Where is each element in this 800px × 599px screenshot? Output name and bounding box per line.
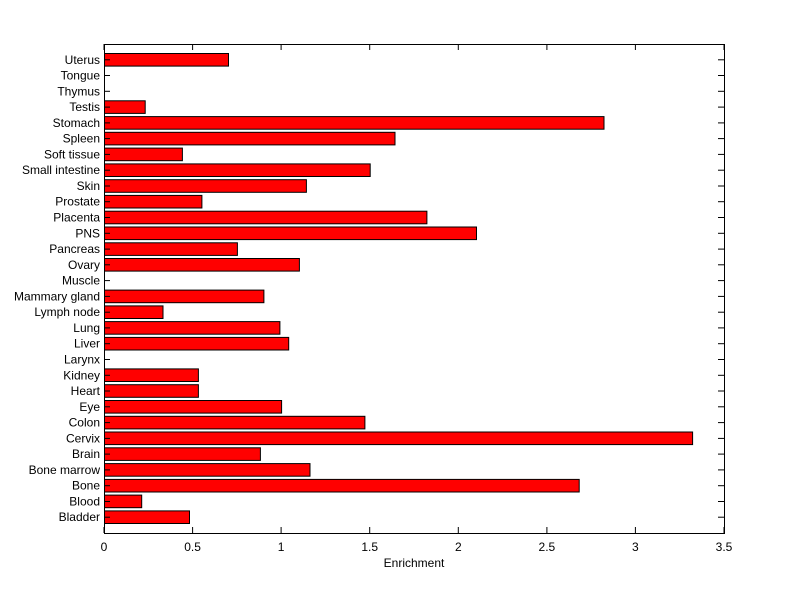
bar-uterus [104,53,229,67]
bar-spleen [104,131,396,146]
category-label: Placenta [53,211,100,225]
bar-blood [104,494,143,509]
x-tick-labels: 0 0.5 1 1.5 2 2.5 3 3.5 [101,540,733,554]
category-label: Larynx [64,353,100,367]
bar-liver [104,336,290,351]
bar-bone-marrow [104,463,311,477]
x-tick-label: 2 [455,540,462,554]
category-label: PNS [75,226,100,240]
bar-bladder [104,510,190,524]
category-label: Lung [73,321,100,335]
bar-skin [104,179,307,193]
x-tick-label: 1.5 [361,540,378,554]
bar-cervix [104,431,694,446]
category-label: Tongue [61,69,101,83]
category-label: Testis [69,100,100,114]
category-label: Bladder [59,510,100,524]
bar-mammary-gland [104,289,265,304]
category-label: Thymus [57,84,100,98]
x-axis-label: Enrichment [384,556,445,570]
category-label: Spleen [63,132,100,146]
category-label: Mammary gland [14,289,100,303]
category-label: Skin [77,179,100,193]
category-label: Brain [72,447,100,461]
category-label: Bone [72,479,100,493]
bar-brain [104,447,261,461]
bar-soft-tissue [104,147,183,162]
bar-testis [104,100,146,114]
category-label: Stomach [53,116,100,130]
category-label: Soft tissue [44,147,100,161]
bar-lymph-node [104,305,164,319]
category-label: Small intestine [22,163,100,177]
category-label: Pancreas [49,242,100,256]
bar-kidney [104,368,199,382]
category-label: Colon [69,416,100,430]
category-label: Lymph node [34,305,100,319]
category-label: Bone marrow [29,463,101,477]
x-tick-label: 3.5 [716,540,733,554]
bar-lung [104,321,281,335]
bar-prostate [104,194,203,209]
plot-frame [104,44,725,534]
bar-placenta [104,210,428,225]
x-tick-label: 0.5 [184,540,201,554]
bar-colon [104,415,366,430]
category-label: Eye [79,400,100,414]
bar-small-intestine [104,163,371,177]
bars-layer [104,53,694,524]
bar-pancreas [104,242,238,256]
bar-ovary [104,258,300,272]
x-tick-label: 1 [278,540,285,554]
bar-heart [104,384,199,398]
x-tick-label: 2.5 [539,540,556,554]
x-tick-label: 0 [101,540,108,554]
category-label: Cervix [66,431,100,445]
category-label: Blood [69,495,100,509]
bar-stomach [104,116,605,130]
bar-pns [104,226,477,241]
category-label: Liver [74,337,100,351]
category-label: Ovary [68,258,100,272]
category-label: Uterus [65,53,100,67]
x-tick-label: 3 [632,540,639,554]
category-label: Muscle [62,274,100,288]
bar-bone [104,478,580,493]
category-label: Kidney [63,368,100,382]
category-label: Prostate [55,195,100,209]
category-label: Heart [71,384,101,398]
bar-eye [104,400,283,414]
